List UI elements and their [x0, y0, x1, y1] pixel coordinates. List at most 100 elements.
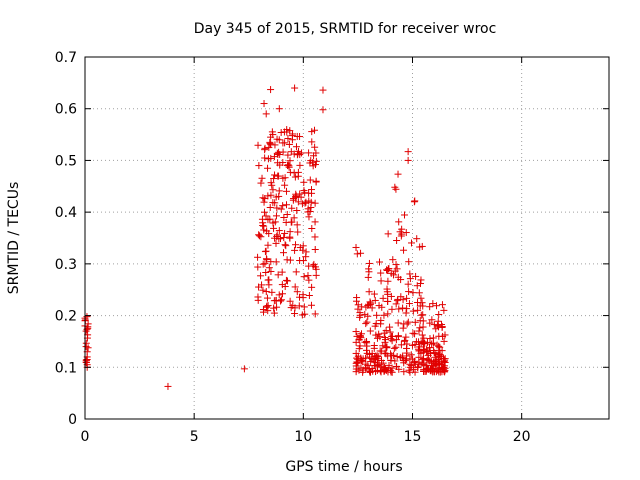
data-point [267, 86, 275, 94]
data-point [293, 207, 301, 215]
data-point [405, 288, 413, 296]
data-point [399, 304, 407, 312]
data-point [438, 301, 446, 309]
data-point [363, 338, 371, 346]
data-point [391, 357, 399, 365]
data-point [283, 256, 291, 264]
data-point [255, 162, 263, 170]
data-point [402, 309, 410, 317]
data-point [383, 288, 391, 296]
data-point [383, 343, 391, 351]
data-point [293, 288, 301, 296]
data-point [419, 323, 427, 331]
data-point [377, 316, 385, 324]
data-point [254, 263, 262, 271]
data-point [371, 322, 379, 330]
data-point [352, 338, 360, 346]
data-point [296, 161, 304, 169]
data-point [312, 149, 320, 157]
data-point [415, 289, 423, 297]
data-point [387, 292, 395, 300]
data-point [432, 325, 440, 333]
data-point [393, 353, 401, 361]
data-point [255, 231, 263, 239]
data-point [283, 210, 291, 218]
y-axis-label: SRMTID / TECUs [6, 182, 22, 295]
data-point [400, 246, 408, 254]
data-point [388, 364, 396, 372]
data-point [254, 253, 262, 261]
data-point [402, 333, 410, 341]
data-point [366, 368, 374, 376]
data-point [262, 110, 270, 118]
data-point [308, 225, 316, 233]
data-point [282, 242, 290, 250]
data-point [261, 146, 269, 154]
data-point [393, 265, 401, 273]
data-point [264, 302, 272, 310]
data-point [306, 176, 314, 184]
data-point [401, 211, 409, 219]
data-point [272, 239, 280, 247]
data-point [286, 157, 294, 165]
y-tick-labels: 0 0.1 0.2 0.3 0.4 0.5 0.6 0.7 [55, 50, 77, 428]
data-point [261, 260, 269, 268]
data-point [384, 277, 392, 285]
data-point [394, 295, 402, 303]
data-point [258, 281, 266, 289]
data-point [264, 241, 272, 249]
data-point [414, 345, 422, 353]
data-point [280, 234, 288, 242]
data-point [419, 302, 427, 310]
data-point [311, 233, 319, 241]
data-point [430, 362, 438, 370]
data-point [433, 302, 441, 310]
data-point [376, 258, 384, 266]
y-tick-label: 0.5 [55, 153, 77, 169]
data-point [379, 294, 387, 302]
gridlines [85, 57, 609, 419]
data-point [305, 291, 313, 299]
data-point [410, 359, 418, 367]
data-point [368, 304, 376, 312]
data-point [414, 306, 422, 314]
data-point [423, 345, 431, 353]
data-point [384, 230, 392, 238]
data-point [364, 312, 372, 320]
data-point [371, 362, 379, 370]
data-point [292, 268, 300, 276]
data-point [419, 356, 427, 364]
data-point [414, 299, 422, 307]
data-point [307, 203, 315, 211]
data-point [392, 261, 400, 269]
data-point [294, 150, 302, 158]
data-point [265, 281, 273, 289]
data-point [394, 333, 402, 341]
data-point [312, 157, 320, 165]
data-point [267, 141, 275, 149]
data-point [265, 264, 273, 272]
data-point [377, 269, 385, 277]
data-point [294, 198, 302, 206]
data-point [292, 192, 300, 200]
data-point [411, 318, 419, 326]
data-point [366, 327, 374, 335]
data-point [259, 194, 267, 202]
data-point [409, 355, 417, 363]
data-point [273, 231, 281, 239]
data-point [398, 230, 406, 238]
data-point [281, 241, 289, 249]
data-point [418, 331, 426, 339]
data-point [299, 246, 307, 254]
data-point [281, 139, 289, 147]
data-point [270, 304, 278, 312]
data-point [304, 272, 312, 280]
data-point [272, 258, 280, 266]
data-point [353, 358, 361, 366]
data-point [295, 302, 303, 310]
data-point [430, 321, 438, 329]
data-point [268, 181, 276, 189]
data-point [421, 339, 429, 347]
data-point [260, 100, 268, 108]
data-point [409, 329, 417, 337]
